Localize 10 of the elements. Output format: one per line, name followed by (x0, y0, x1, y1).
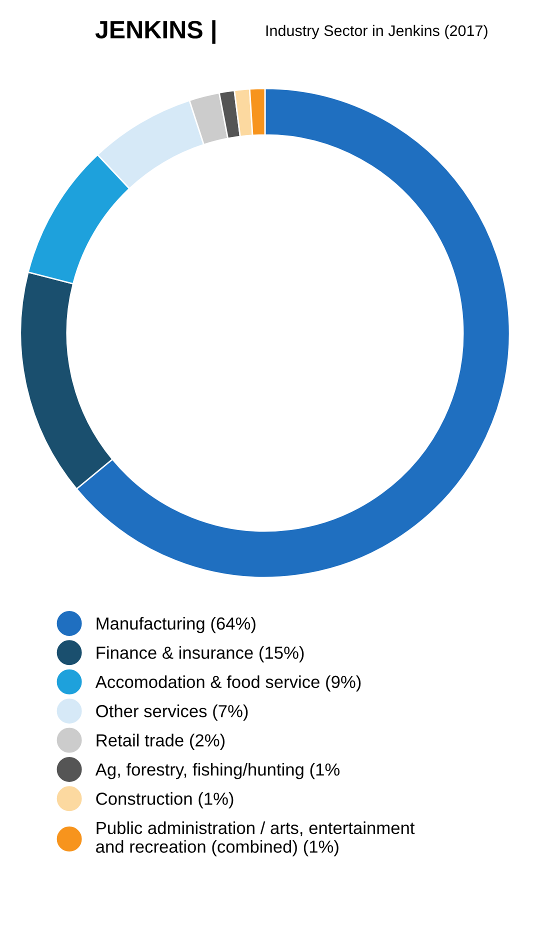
chart-title: JENKINS | (95, 20, 216, 44)
legend-label: Public administration / arts, entertainment and recreation (combined) (1%) (96, 821, 415, 856)
legend-label: Construction (1%) (96, 792, 234, 808)
legend-label: Ag, forestry, fishing/hunting (1% (95, 762, 340, 780)
legend-label: Other services (7%) (96, 704, 248, 721)
legend-label: Accomodation & food service (9%) (95, 675, 361, 692)
legend-label: Retail trade (2%) (96, 734, 225, 750)
legend-label: Manufacturing (64%) (96, 616, 256, 634)
chart-subtitle: Industry Sector in Jenkins (2017) (266, 24, 488, 40)
legend-label: Finance & insurance (15%) (96, 646, 304, 662)
